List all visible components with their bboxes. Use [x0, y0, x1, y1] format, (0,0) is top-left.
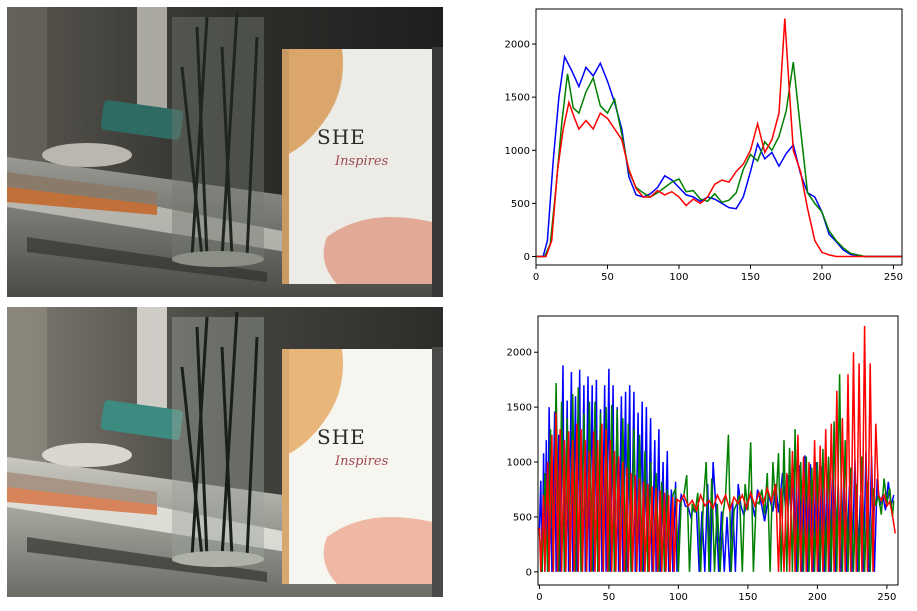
- y-tick: 1500: [505, 93, 536, 104]
- series-line-2: [538, 325, 896, 572]
- y-tick: 0: [526, 567, 538, 578]
- x-tick: 250: [877, 585, 896, 603]
- x-tick-label: 200: [808, 592, 827, 603]
- y-tick: 1500: [507, 403, 538, 414]
- x-tick-label: 150: [738, 592, 757, 603]
- x-tick-label: 50: [603, 592, 616, 603]
- x-tick-label: 0: [536, 592, 542, 603]
- y-tick: 2000: [505, 40, 536, 51]
- y-tick-label: 0: [524, 252, 530, 263]
- y-tick-label: 1500: [505, 93, 530, 104]
- x-tick: 200: [808, 585, 827, 603]
- x-tick: 250: [884, 265, 903, 283]
- x-tick: 0: [536, 585, 543, 603]
- original-photo: SHE Inspires: [7, 7, 443, 297]
- x-tick: 50: [603, 585, 616, 603]
- x-tick-label: 250: [877, 592, 896, 603]
- book-script-text: Inspires: [334, 454, 389, 469]
- x-tick-label: 50: [601, 272, 614, 283]
- series-group: [536, 18, 902, 258]
- x-tick-label: 0: [533, 272, 539, 283]
- x-tick: 0: [533, 265, 539, 283]
- y-tick-label: 1500: [507, 403, 532, 414]
- plot-frame: [537, 315, 899, 586]
- series-line-1: [536, 61, 902, 258]
- book-title-text: SHE: [317, 425, 366, 449]
- y-tick: 500: [513, 512, 538, 523]
- x-tick-label: 200: [812, 272, 831, 283]
- y-tick-label: 2000: [505, 40, 530, 51]
- y-tick: 2000: [507, 348, 538, 359]
- y-tick-label: 1000: [505, 146, 530, 157]
- y-tick: 1000: [507, 458, 538, 469]
- book-script-text: Inspires: [334, 154, 389, 169]
- y-tick: 500: [511, 199, 536, 210]
- y-tick: 0: [524, 252, 536, 263]
- book-title-text: SHE: [317, 125, 366, 149]
- x-tick: 150: [741, 265, 760, 283]
- x-tick-label: 150: [741, 272, 760, 283]
- equalized-photo: SHE Inspires: [7, 307, 443, 597]
- series-group: [538, 325, 896, 572]
- x-tick: 50: [601, 265, 614, 283]
- y-tick-label: 0: [526, 567, 532, 578]
- x-tick-label: 250: [884, 272, 903, 283]
- x-tick: 100: [669, 585, 688, 603]
- series-line-2: [536, 18, 902, 258]
- y-tick-label: 1000: [507, 458, 532, 469]
- x-tick: 150: [738, 585, 757, 603]
- x-tick: 100: [669, 265, 689, 283]
- y-tick: 1000: [505, 146, 536, 157]
- series-line-0: [536, 54, 902, 258]
- original-histogram-chart: 0 50 100 150 200 250 0 500 1000 1500 2000: [505, 8, 903, 283]
- x-tick-label: 100: [669, 272, 688, 283]
- x-tick-label: 100: [669, 592, 688, 603]
- x-tick: 200: [812, 265, 831, 283]
- y-tick-label: 500: [511, 199, 530, 210]
- equalized-histogram-chart: 0 50 100 150 200 250 0 500 1000 1500 2000: [507, 315, 899, 603]
- plot-frame: [535, 8, 903, 266]
- y-tick-label: 500: [513, 512, 532, 523]
- y-tick-label: 2000: [507, 348, 532, 359]
